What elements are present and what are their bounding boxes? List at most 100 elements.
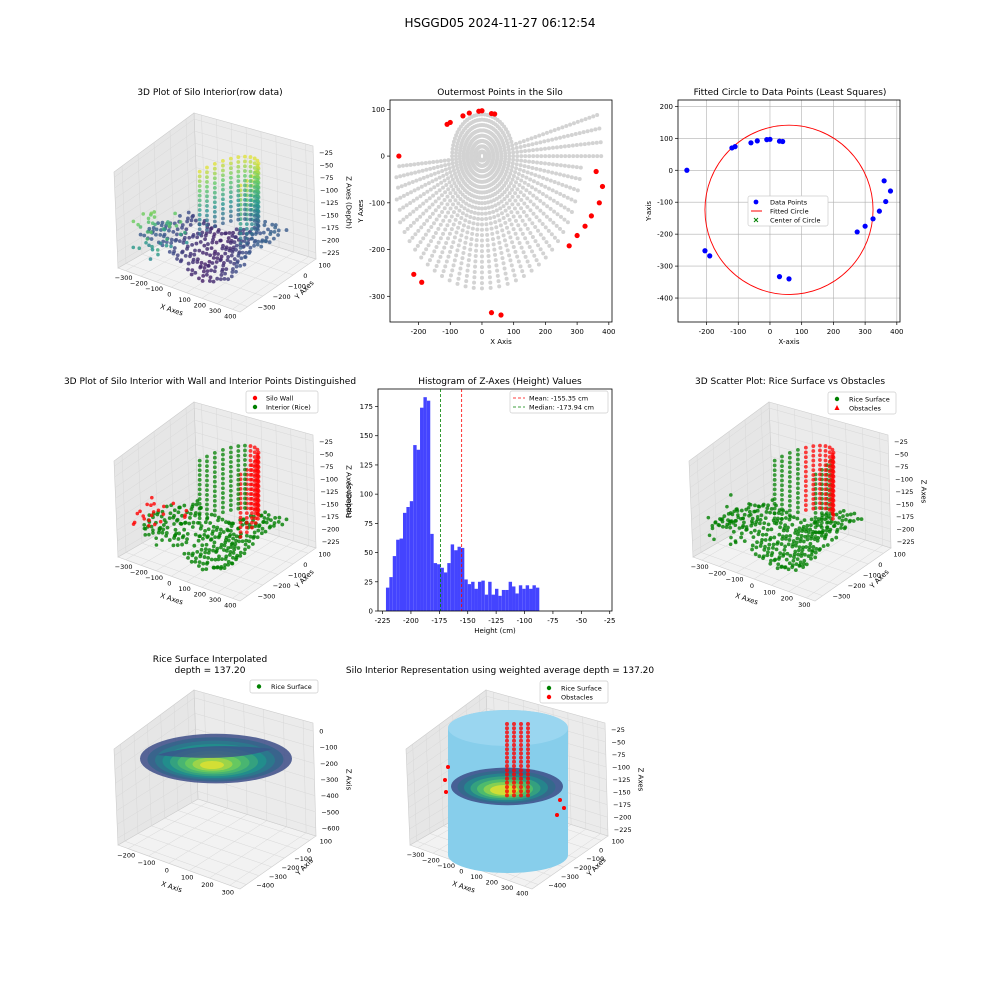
raw3d-point-356 (255, 177, 260, 182)
outer2d-bg-point (442, 158, 447, 163)
outer2d-bg-point (566, 143, 571, 148)
raw3d-point-38 (188, 222, 193, 227)
outer2d-bg-point (394, 175, 399, 180)
outer2d-bg-point (511, 154, 516, 159)
raw3d-point-224 (223, 271, 227, 276)
outer2d-bg-point (507, 253, 512, 258)
outer2d-bg-point (460, 228, 465, 233)
raw3d-point-504 (152, 210, 157, 214)
outer2d-bg-point (521, 209, 526, 214)
outer2d-bg-point (441, 231, 446, 236)
outer2d-bg-point (505, 213, 510, 218)
raw3d-point-89 (219, 231, 224, 236)
outer2d-bg-point (441, 269, 446, 274)
outer2d-bg-point (419, 225, 424, 230)
outer2d-bg-point (496, 201, 501, 206)
outer2d-bg-point (558, 135, 563, 140)
outer2d-bg-point (530, 235, 535, 240)
raw3d-point-25 (185, 219, 190, 224)
outer2d-xtick-label-5: 300 (570, 328, 583, 336)
outer2d-bg-point (531, 154, 536, 159)
raw3d-ygrid-3 (137, 154, 263, 297)
outer2d-bg-point (413, 247, 418, 252)
outer2d-bg-point (455, 281, 460, 286)
outer2d-bg-point (562, 217, 567, 222)
outer2d-bg-point (492, 247, 497, 252)
outer2d-bg-point (485, 238, 490, 243)
outer2d-bg-point (560, 125, 565, 130)
outer2d-bg-point (436, 204, 441, 209)
repr3d-obstacle-point (512, 755, 516, 760)
raw3d-point-373 (252, 161, 257, 166)
repr3d-zlabel: Z Axes (637, 768, 645, 792)
raw3d-point-205 (224, 267, 229, 271)
outer2d-bg-point (436, 259, 441, 264)
outer2d-bg-point (510, 202, 515, 207)
outer2d-bg-point (507, 198, 512, 203)
outer2d-bg-point (507, 150, 512, 155)
outer2d-bg-point (518, 190, 523, 195)
outer2d-bg-point (461, 223, 466, 228)
raw3d-point-477 (197, 212, 202, 217)
outer2d-bg-point (432, 249, 437, 254)
repr3d-obstacle-point (512, 734, 516, 739)
outer2d-bg-point (450, 157, 455, 162)
outer2d-bg-point (571, 154, 576, 159)
raw3d-point-499 (144, 240, 148, 245)
outer2d-bg-point (536, 243, 541, 248)
outer2d-bg-point (438, 254, 443, 259)
raw3d-point-476 (197, 217, 202, 222)
outer2d-bg-point (587, 154, 592, 159)
outer2d-bg-point (510, 177, 515, 182)
outer2d-bg-point (418, 194, 423, 199)
outer2d-bg-point (511, 150, 516, 155)
raw3d-point-212 (258, 231, 263, 236)
repr3d-obstacle-point (526, 743, 530, 747)
repr3d-obstacle-point (519, 768, 523, 773)
raw3d-point-364 (252, 204, 257, 209)
raw3d-point-386 (248, 164, 253, 169)
raw3d-point-486 (197, 169, 202, 174)
raw3d-point-380 (248, 193, 253, 198)
outer2d-bg-point (444, 259, 449, 264)
raw3d-point-479 (197, 203, 202, 208)
outer2d-bg-point (497, 240, 502, 245)
raw3d-point-394 (243, 193, 247, 197)
outer2d-bg-point (420, 168, 425, 173)
outer2d-bg-point (525, 137, 530, 142)
raw3d-point-266 (238, 231, 243, 236)
outer2d-bg-point (534, 196, 539, 201)
outer2d-bg-point (461, 251, 466, 256)
outer2d-bg-point (536, 262, 541, 267)
raw3d-point-458 (212, 161, 217, 166)
raw3d-xtick-label-5: 200 (194, 301, 206, 309)
outer2d-bg-point (505, 281, 510, 286)
outer2d-bg-point (448, 191, 453, 196)
raw3d-point-520 (141, 212, 146, 216)
outer2d-bg-point (516, 194, 521, 199)
raw3d-point-404 (236, 212, 241, 217)
repr3d-obstacle-point (512, 768, 516, 773)
raw3d-xtick-label-2: −100 (145, 285, 163, 293)
figure-suptitle: HSGGD05 2024-11-27 06:12:54 (404, 16, 596, 30)
outer2d-bg-point (523, 222, 528, 227)
outer2d-bg-point (434, 217, 439, 222)
raw3d-point-471 (205, 170, 209, 175)
outer2d-bg-point (438, 222, 443, 227)
outer2d-bg-point (498, 223, 503, 228)
outer2d-bg-point (508, 235, 513, 240)
raw3d-point-247 (255, 242, 260, 247)
raw3d-point-86 (185, 246, 189, 251)
repr3d-obstacle-point (526, 785, 530, 789)
raw3d-point-220 (261, 230, 266, 235)
outer2d-bg-point (430, 253, 435, 258)
raw3d-point-33 (167, 228, 171, 233)
raw3d-point-430 (228, 156, 233, 161)
raw3d-point-431 (221, 221, 225, 226)
outer2d-bg-point (537, 218, 542, 223)
raw3d-point-389 (243, 217, 247, 221)
raw3d-point-474 (197, 227, 202, 232)
raw3d-point-359 (255, 163, 260, 168)
outer2d-bg-point (448, 206, 453, 211)
